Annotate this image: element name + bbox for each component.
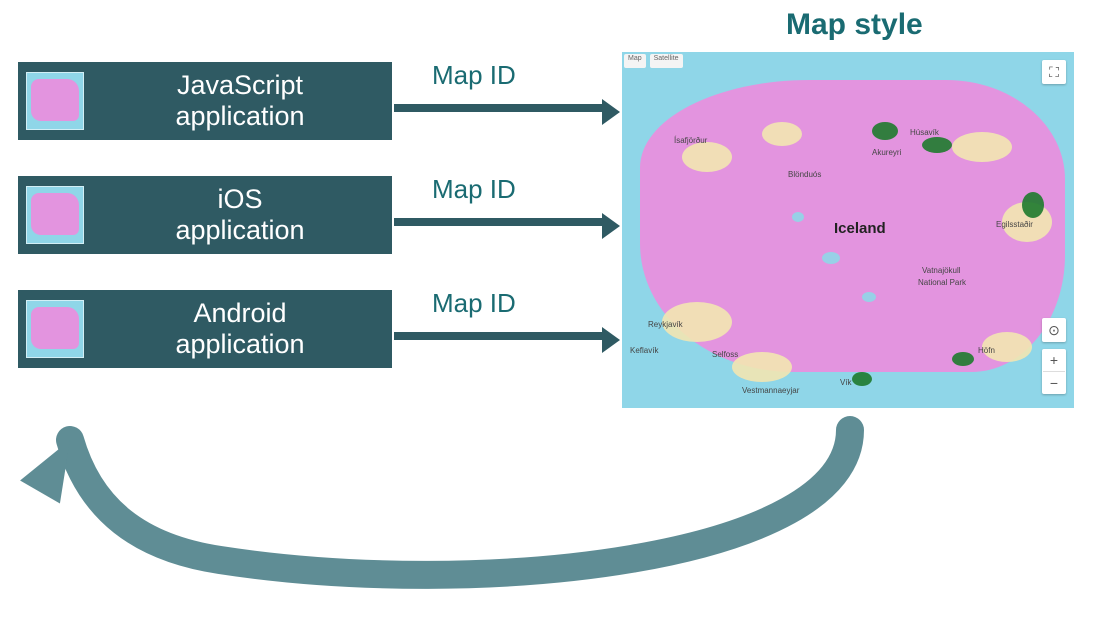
map-blotch: [952, 352, 974, 366]
map-place-label: Höfn: [978, 346, 995, 355]
map-place-label: Egilsstaðir: [996, 220, 1033, 229]
map-blotch: [792, 212, 804, 222]
map-place-label: Húsavík: [910, 128, 939, 137]
map-place-label: Vík: [840, 378, 852, 387]
app-box-label: JavaScript application: [98, 70, 382, 132]
map-place-label: National Park: [918, 278, 966, 287]
map-blotch: [762, 122, 802, 146]
map-blotch: [872, 122, 898, 140]
map-blotch: [732, 352, 792, 382]
map-thumbnail-icon: [26, 72, 84, 130]
map-blotch: [682, 142, 732, 172]
app-box-0: JavaScript application: [18, 62, 392, 140]
zoom-in-icon: +: [1043, 349, 1065, 371]
zoom-control[interactable]: + −: [1042, 349, 1066, 394]
fullscreen-button[interactable]: ⛶: [1042, 60, 1066, 84]
map-place-label: Selfoss: [712, 350, 738, 359]
map-place-label: Ísafjörður: [674, 136, 707, 145]
satellite-tab[interactable]: Satellite: [650, 54, 683, 68]
map-id-arrow: [394, 104, 602, 112]
app-box-2: Android application: [18, 290, 392, 368]
map-place-label: Akureyri: [872, 148, 901, 157]
map-blotch: [852, 372, 872, 386]
diagram-canvas: Map style JavaScript application iOS appl…: [0, 0, 1098, 619]
map-id-label: Map ID: [432, 174, 516, 205]
map-style-panel: Iceland Akureyri Húsavík Reykjavík Höfn Self…: [622, 52, 1074, 408]
locate-icon: ⊙: [1043, 319, 1065, 341]
map-blotch: [952, 132, 1012, 162]
map-place-label: Reykjavík: [648, 320, 683, 329]
locate-button[interactable]: ⊙: [1042, 318, 1066, 342]
map-id-label: Map ID: [432, 288, 516, 319]
map-place-label: Vatnajökull: [922, 266, 961, 275]
map-blotch: [1022, 192, 1044, 218]
app-box-label: Android application: [98, 298, 382, 360]
map-blotch: [922, 137, 952, 153]
map-blotch: [862, 292, 876, 302]
app-box-1: iOS application: [18, 176, 392, 254]
map-country-label: Iceland: [834, 220, 886, 237]
map-place-label: Blönduós: [788, 170, 821, 179]
app-box-label: iOS application: [98, 184, 382, 246]
map-id-label: Map ID: [432, 60, 516, 91]
map-thumbnail-icon: [26, 300, 84, 358]
map-type-tabs: Map Satellite: [624, 54, 683, 68]
map-tab[interactable]: Map: [624, 54, 646, 68]
map-blotch: [822, 252, 840, 264]
map-thumbnail-icon: [26, 186, 84, 244]
map-id-arrow: [394, 218, 602, 226]
map-place-label: Vestmannaeyjar: [742, 386, 799, 395]
map-id-arrow: [394, 332, 602, 340]
fullscreen-icon: ⛶: [1043, 61, 1065, 83]
map-style-title: Map style: [786, 8, 923, 42]
map-place-label: Keflavík: [630, 346, 658, 355]
zoom-out-icon: −: [1043, 371, 1065, 394]
